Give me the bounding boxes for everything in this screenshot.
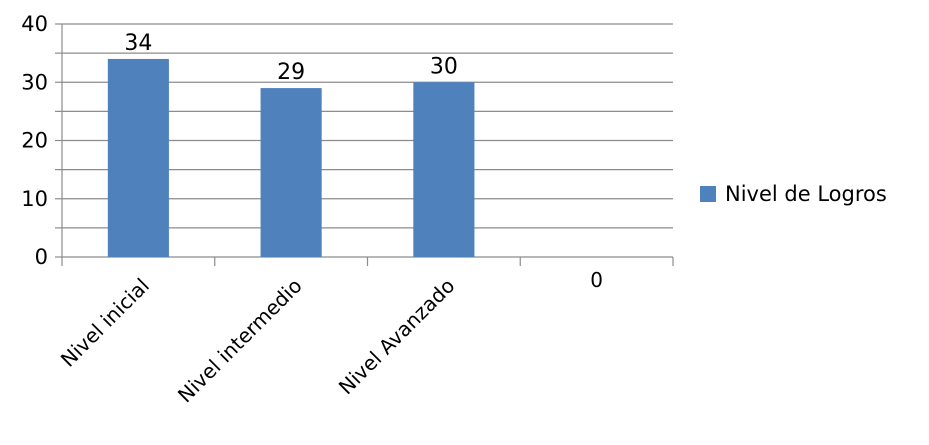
data-label: 34 xyxy=(124,31,152,56)
y-tick-label: 10 xyxy=(21,187,48,211)
bar-nivel-avanzado xyxy=(413,82,475,257)
x-category-label: Nivel intermedio xyxy=(173,274,307,408)
y-tick-label: 40 xyxy=(21,12,48,36)
y-tick-label: 30 xyxy=(21,70,48,94)
y-tick-label: 0 xyxy=(35,245,48,269)
axes: 0 10 20 30 40 xyxy=(21,12,674,269)
bar-nivel-inicial xyxy=(107,58,169,258)
y-tick-label: 20 xyxy=(21,129,48,153)
legend-swatch xyxy=(700,186,716,202)
x-category-label: Nivel Avanzado xyxy=(334,274,460,400)
data-label: 29 xyxy=(277,60,305,85)
x-category-label: Nivel inicial xyxy=(56,274,154,372)
legend-label: Nivel de Logros xyxy=(725,182,887,206)
bars xyxy=(107,58,475,258)
legend: Nivel de Logros xyxy=(700,182,887,206)
data-label: 30 xyxy=(430,54,458,79)
bar-nivel-intermedio xyxy=(260,88,322,257)
x-category-label: 0 xyxy=(590,268,603,292)
